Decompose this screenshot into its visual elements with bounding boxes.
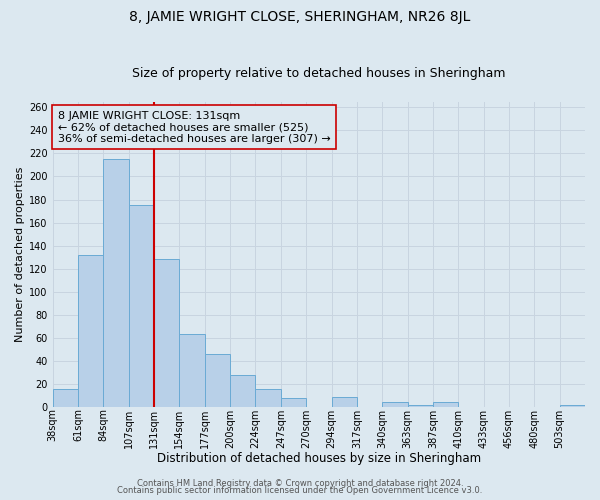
- Bar: [407, 405, 433, 407]
- Bar: [382, 402, 407, 407]
- Y-axis label: Number of detached properties: Number of detached properties: [15, 166, 25, 342]
- Text: Contains public sector information licensed under the Open Government Licence v3: Contains public sector information licen…: [118, 486, 482, 495]
- Bar: [53, 388, 78, 407]
- Bar: [179, 334, 205, 407]
- Bar: [78, 255, 103, 407]
- Bar: [230, 375, 256, 407]
- Bar: [256, 388, 281, 407]
- Bar: [103, 159, 129, 407]
- Bar: [281, 398, 306, 407]
- Bar: [560, 405, 585, 407]
- Text: 8, JAMIE WRIGHT CLOSE, SHERINGHAM, NR26 8JL: 8, JAMIE WRIGHT CLOSE, SHERINGHAM, NR26 …: [130, 10, 470, 24]
- Bar: [154, 260, 179, 407]
- Bar: [332, 396, 357, 407]
- Bar: [205, 354, 230, 407]
- X-axis label: Distribution of detached houses by size in Sheringham: Distribution of detached houses by size …: [157, 452, 481, 465]
- Bar: [129, 206, 154, 407]
- Bar: [433, 402, 458, 407]
- Text: 8 JAMIE WRIGHT CLOSE: 131sqm
← 62% of detached houses are smaller (525)
36% of s: 8 JAMIE WRIGHT CLOSE: 131sqm ← 62% of de…: [58, 110, 331, 144]
- Title: Size of property relative to detached houses in Sheringham: Size of property relative to detached ho…: [132, 66, 506, 80]
- Text: Contains HM Land Registry data © Crown copyright and database right 2024.: Contains HM Land Registry data © Crown c…: [137, 478, 463, 488]
